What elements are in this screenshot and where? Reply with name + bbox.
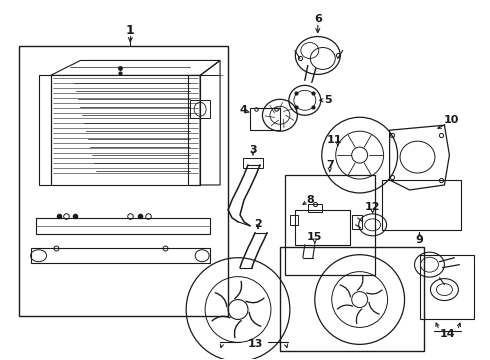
Bar xyxy=(285,175,375,275)
Text: 1: 1 xyxy=(126,24,135,37)
Text: 6: 6 xyxy=(314,14,322,24)
Bar xyxy=(352,215,362,229)
Bar xyxy=(280,247,424,351)
Text: 7: 7 xyxy=(326,160,334,170)
Text: 2: 2 xyxy=(254,219,262,229)
Bar xyxy=(19,45,228,316)
Bar xyxy=(36,218,210,234)
Bar xyxy=(188,75,200,185)
Text: 14: 14 xyxy=(440,329,455,339)
Text: 10: 10 xyxy=(444,115,459,125)
Bar xyxy=(308,204,322,212)
Bar xyxy=(295,210,350,245)
Text: 15: 15 xyxy=(307,232,322,242)
Text: 5: 5 xyxy=(324,95,332,105)
Bar xyxy=(243,158,263,168)
Text: 11: 11 xyxy=(327,135,343,145)
Bar xyxy=(419,255,474,319)
Text: 3: 3 xyxy=(249,145,257,155)
Text: 12: 12 xyxy=(365,202,380,212)
Bar xyxy=(50,75,200,185)
Bar xyxy=(190,100,210,118)
Bar xyxy=(382,180,462,230)
Bar xyxy=(250,108,280,130)
Bar xyxy=(30,248,210,263)
Bar xyxy=(290,215,298,225)
Text: 4: 4 xyxy=(239,105,247,115)
Bar xyxy=(39,75,50,185)
Text: 8: 8 xyxy=(306,195,314,205)
Text: 9: 9 xyxy=(416,235,423,245)
Text: 13: 13 xyxy=(247,339,263,349)
